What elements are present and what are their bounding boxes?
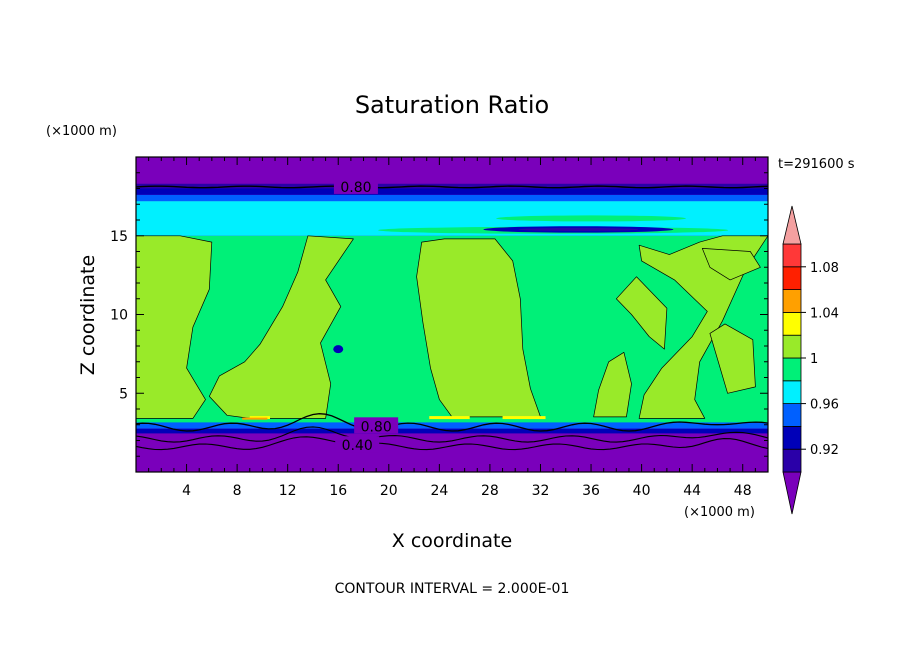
y-tick-label: 5 — [119, 386, 128, 402]
navy-band-upper — [136, 188, 768, 195]
navy-streak-core — [518, 227, 639, 232]
y-axis-ticks: 5 10 15 — [110, 156, 768, 473]
green-region-left — [136, 235, 213, 419]
x-tick-label: 28 — [481, 483, 499, 499]
orange-streak — [242, 417, 268, 420]
y-unit-label: (×1000 m) — [46, 124, 117, 139]
x-tick-label: 20 — [380, 483, 398, 499]
y-tick-label: 10 — [110, 308, 128, 324]
colorbar-segment — [782, 289, 802, 313]
contour-label-bg — [335, 436, 380, 453]
x-tick-label: 12 — [279, 483, 297, 499]
contour-line-lower-3 — [136, 436, 768, 451]
dark-band-upper — [136, 183, 768, 189]
green-region-left2 — [208, 235, 354, 419]
green-region-right2 — [709, 323, 756, 394]
contour-label: 0.40 — [342, 438, 373, 454]
colorbar-label: 1.04 — [810, 306, 839, 321]
green-streak-2 — [496, 215, 687, 222]
colorbar-label: 1.08 — [810, 261, 839, 276]
colorbar-segment — [782, 425, 802, 450]
colorbar-segment — [782, 243, 802, 268]
blue-band-upper — [136, 194, 768, 202]
chart-title: Saturation Ratio — [355, 91, 549, 119]
contour-label: 0.80 — [361, 419, 392, 435]
colorbar-segment — [782, 380, 802, 404]
x-axis-ticks: 4 8 12 16 20 24 28 32 36 40 44 48 — [135, 157, 769, 499]
green-region-dune — [593, 351, 632, 418]
y-axis-label: Z coordinate — [77, 255, 99, 375]
contour-interval-footer: CONTOUR INTERVAL = 2.000E-01 — [335, 581, 570, 597]
green-region-blob — [615, 276, 668, 350]
colorbar-high-extend — [782, 205, 802, 245]
contour-label-bg — [333, 177, 378, 194]
x-tick-label: 16 — [329, 483, 347, 499]
x-tick-label: 8 — [233, 483, 242, 499]
contour-labels: 0.80 0.80 0.40 — [333, 177, 399, 454]
yellow-streak-1 — [502, 416, 546, 420]
x-axis-label: X coordinate — [392, 530, 512, 552]
colorbar-segment — [782, 266, 802, 290]
x-tick-label: 24 — [430, 483, 448, 499]
dark-patch — [333, 345, 344, 354]
green-region-center — [416, 238, 541, 418]
y-tick-label: 15 — [110, 229, 128, 245]
colorbar-label: 0.96 — [810, 398, 839, 413]
colorbar-label: 0.92 — [810, 443, 839, 458]
x-tick-label: 44 — [683, 483, 701, 499]
green-region-upper-right — [701, 248, 761, 281]
x-tick-label: 40 — [633, 483, 651, 499]
colorbar-label: 1 — [810, 352, 818, 367]
x-tick-label: 48 — [734, 483, 752, 499]
colorbar-segment — [782, 357, 802, 382]
x-tick-label: 32 — [532, 483, 550, 499]
colorbar: 0.92 0.96 1 1.04 1.08 — [782, 205, 839, 515]
time-label: t=291600 s — [778, 157, 855, 172]
colorbar-segment — [782, 334, 802, 359]
yellow-streak-0 — [249, 416, 270, 420]
x-tick-label: 36 — [582, 483, 600, 499]
blue-band-lower — [136, 422, 768, 429]
x-tick-label: 4 — [182, 483, 191, 499]
contour-line-lower-2 — [136, 426, 768, 443]
colorbar-segment — [782, 448, 802, 473]
contour-label-bg — [354, 417, 399, 434]
x-unit-label: (×1000 m) — [684, 505, 755, 520]
yellow-streak-2 — [429, 416, 470, 420]
green-region-right — [638, 235, 768, 419]
contour-label: 0.80 — [340, 180, 371, 196]
contour-line-lower — [136, 413, 768, 432]
contour-line-upper — [136, 185, 768, 189]
contour-field — [136, 157, 768, 472]
colorbar-low-extend — [782, 471, 802, 515]
colorbar-segment — [782, 403, 802, 427]
colorbar-segment — [782, 311, 802, 336]
